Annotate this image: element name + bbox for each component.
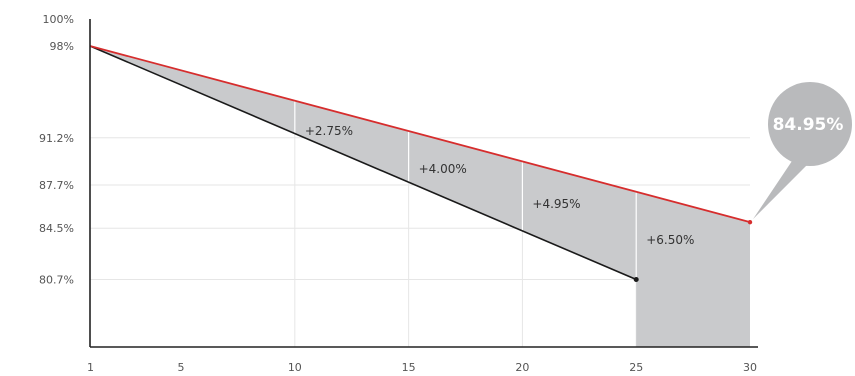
difference-label: +2.75% [305,124,353,138]
x-tick-label: 30 [743,361,757,374]
x-tick-label: 10 [288,361,302,374]
shaded-area [90,45,750,348]
x-tick-label: 5 [178,361,185,374]
x-tick-label: 15 [402,361,416,374]
axes [89,19,758,348]
y-tick-label: 87.7% [39,179,74,192]
x-tick-label: 25 [629,361,643,374]
y-tick-label: 98% [50,40,74,53]
callout-pointer [753,161,808,220]
callout-label: 84.95% [773,115,844,135]
shaded-region [90,45,750,348]
difference-labels: +2.75% +4.00% +4.95% +6.50% [305,124,695,247]
series-end-point-black [633,277,639,283]
y-tick-label: 80.7% [39,274,74,287]
callout: 84.95% [753,82,852,220]
difference-label: +4.00% [419,162,467,176]
y-tick-label: 100% [43,13,74,26]
tick-labels: 100%98%91.2%87.7%84.5%80.7%1 5 10 15 20 25 30 [39,13,757,374]
difference-label: +4.95% [532,197,580,211]
series-end-point-red [747,219,753,225]
x-tick-label: 20 [515,361,529,374]
y-tick-label: 84.5% [39,222,74,235]
callout-bubble [768,82,852,166]
series [89,45,753,283]
x-tick-label: 1 [87,361,94,374]
y-tick-label: 91.2% [39,132,74,145]
series-line-red [89,45,751,224]
difference-label: +6.50% [646,233,694,247]
series-line-black [89,45,637,281]
